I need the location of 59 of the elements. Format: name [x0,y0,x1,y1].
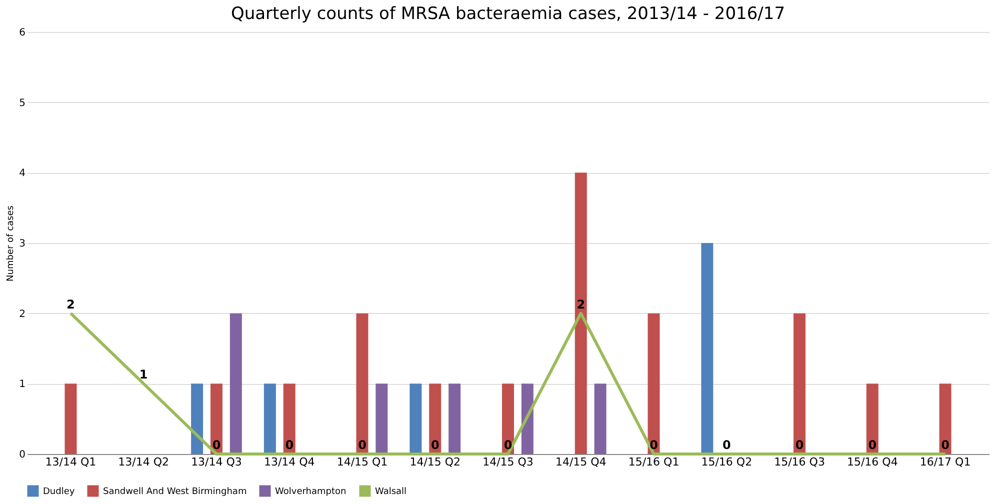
bar [701,243,714,454]
x-tick-label: 14/15 Q3 [482,456,534,468]
bar [230,313,242,454]
data-label: 0 [650,438,658,452]
bar [794,313,806,454]
data-label: 2 [66,297,75,312]
data-label: 0 [285,438,294,452]
x-tick-label: 13/14 Q3 [191,456,242,468]
y-tick-label: 5 [19,98,26,109]
bar [356,313,368,454]
legend-label: Sandwell And West Birmingham [103,487,247,497]
y-axis-title: Number of cases [6,205,16,282]
data-label: 0 [212,438,221,452]
x-tick-label: 14/15 Q4 [555,456,606,468]
data-label: 0 [430,438,440,452]
data-label: 0 [722,438,731,452]
data-label: 0 [795,438,804,452]
x-tick-label: 14/15 Q2 [410,456,461,468]
bar [521,384,534,454]
y-tick-label: 6 [19,28,26,38]
legend-label: Dudley [43,487,76,497]
x-tick-label: 15/16 Q1 [628,456,680,468]
x-tick-label: 13/14 Q4 [264,456,315,468]
legend-label: Wolverhampton [275,487,346,497]
bar [429,384,442,454]
bar [191,384,204,454]
bar [210,384,222,454]
y-tick-label: 3 [19,238,26,250]
bar [264,384,276,454]
x-tick-label: 15/16 Q3 [774,456,825,468]
x-tick-label: 16/17 Q1 [920,456,971,468]
legend-label: Walsall [375,487,407,497]
y-tick-label: 4 [19,168,26,180]
bar [64,384,77,454]
bar [448,384,461,454]
bar [648,313,660,454]
y-tick-label: 1 [19,379,26,390]
bar [594,384,606,454]
data-label: 2 [576,297,586,312]
bar [939,384,952,454]
y-tick-label: 0 [19,450,26,460]
data-label: 0 [504,438,512,452]
bar [410,384,422,454]
data-label: 0 [358,438,366,452]
bar [283,384,296,454]
x-tick-label: 13/14 Q1 [45,456,96,468]
x-tick-label: 14/15 Q1 [336,456,388,468]
x-tick-label: 13/14 Q2 [118,456,170,468]
chart-title: Quarterly counts of MRSA bacteraemia cases, 2013/14 - 2016/17 [230,4,786,24]
data-label: 0 [941,438,950,452]
bar [866,384,878,454]
bar [574,172,587,454]
bar [502,384,514,454]
x-tick-label: 15/16 Q2 [701,456,752,468]
y-tick-label: 2 [19,308,26,320]
bar [376,384,388,454]
data-label: 1 [139,368,148,382]
data-label: 0 [868,438,877,452]
x-tick-label: 15/16 Q4 [846,456,898,468]
